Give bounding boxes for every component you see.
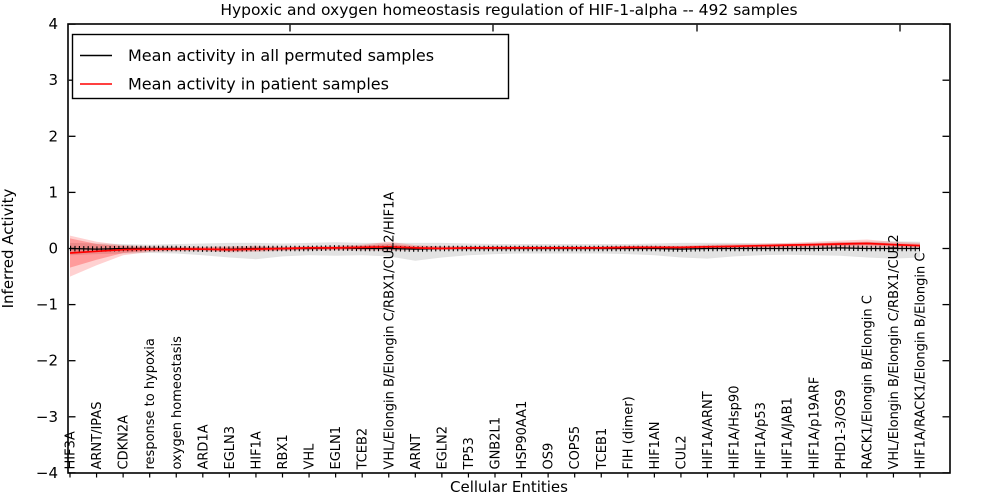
x-tick-label: FIH (dimer) [621,396,636,469]
chart-title: Hypoxic and oxygen homeostasis regulatio… [220,1,797,19]
x-tick-label: PHD1-3/OS9 [834,390,849,470]
x-tick-label: ARNT [409,434,424,470]
x-tick-label: ARNT/IPAS [90,402,105,470]
axes-frame [67,23,951,474]
x-tick-label: EGLN1 [329,426,344,470]
y-axis-label: Inferred Activity [0,188,17,308]
x-tick-label: HSP90AA1 [515,401,530,470]
y-tick-label: −1 [36,296,58,314]
x-tick-label: HIF3A [64,431,79,469]
y-tick-label: 4 [48,15,58,33]
x-tick-label: TP53 [462,437,477,470]
y-tick-label: −4 [36,464,58,482]
x-tick-label: oxygen homeostasis [170,336,185,470]
y-tick-label: −2 [36,352,58,370]
y-tick-label: −3 [36,408,58,426]
y-tick-label: 2 [48,127,58,145]
x-tick-label: HIF1A/p53 [754,402,769,469]
x-tick-label: ARD1A [196,424,211,469]
legend: Mean activity in all permuted samples Me… [71,33,510,100]
x-tick-label: RBX1 [276,434,291,469]
series-lines-layer [69,242,921,254]
x-tick-label: COPS5 [568,426,583,470]
x-tick-label: HIF1AN [648,422,663,470]
x-tick-label: EGLN3 [223,426,238,470]
x-tick-label: HIF1A/Hsp90 [728,386,743,470]
x-tick-label: TCEB1 [595,428,610,471]
x-tick-label: HIF1A/RACK1/Elongin B/Elongin C [914,253,929,470]
legend-label-patient: Mean activity in patient samples [128,75,389,94]
x-axis-label: Cellular Entities [450,478,568,496]
x-tick-label: RACK1/Elongin B/Elongin C [860,295,875,469]
x-tick-label: EGLN2 [435,426,450,470]
x-tick-label: HIF1A [249,431,264,469]
x-tick-label: response to hypoxia [143,338,158,469]
x-tick-label: TCEB2 [356,428,371,471]
axis-ticks-layer [68,23,950,478]
patient-confidence-band-inner [70,238,920,268]
y-tick-label: 0 [48,240,58,258]
x-tick-label: CDKN2A [117,415,132,470]
confidence-bands-layer [70,235,920,277]
y-tick-labels: 4 3 2 1 0 −1 −2 −3 −4 [36,15,58,482]
x-tick-label: CUL2 [674,435,689,469]
x-tick-label: HIF1A/p19ARF [807,377,822,470]
patient-mean-line [69,242,921,254]
y-tick-label: 1 [48,183,58,201]
x-tick-label: VHL/Elongin B/Elongin C/RBX1/CUL2 [887,234,902,469]
x-tick-label: OS9 [542,443,557,470]
patient-confidence-band-outer [70,235,920,277]
legend-label-permuted: Mean activity in all permuted samples [128,46,434,65]
x-tick-label: VHL/Elongin B/Elongin C/RBX1/CUL2/HIF1A [382,192,397,470]
legend-box [71,33,510,100]
x-tick-label: GNB2L1 [489,417,504,470]
x-tick-labels: HIF3A ARNT/IPAS CDKN2A response to hypoxia o… [64,192,929,471]
y-tick-label: 3 [48,71,58,89]
x-tick-label: HIF1A/ARNT [701,391,716,469]
x-tick-label: HIF1A/JAB1 [781,397,796,469]
x-tick-label: VHL [303,443,318,470]
